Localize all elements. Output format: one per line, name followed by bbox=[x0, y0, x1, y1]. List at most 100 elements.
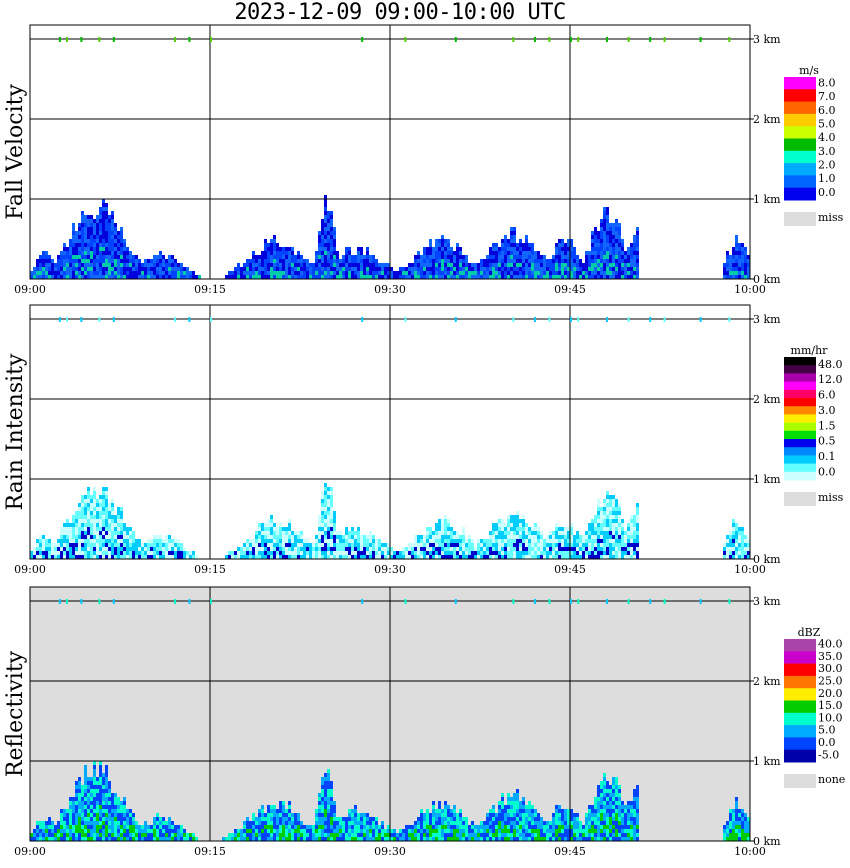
echo-cell bbox=[63, 535, 66, 539]
echo-cell bbox=[480, 267, 483, 271]
echo-cell bbox=[339, 535, 342, 539]
echo-cell bbox=[366, 833, 369, 837]
legend-label: 48.0 bbox=[818, 358, 843, 371]
echo-cell bbox=[87, 825, 90, 829]
echo-cell bbox=[108, 833, 111, 837]
echo-cell bbox=[591, 271, 594, 275]
echo-cell bbox=[537, 531, 540, 535]
echo-cell bbox=[555, 247, 558, 251]
echo-cell bbox=[75, 785, 78, 789]
echo-cell bbox=[96, 215, 99, 219]
echo-cell bbox=[138, 267, 141, 271]
echo-cell bbox=[738, 531, 741, 535]
echo-cell bbox=[180, 825, 183, 829]
echo-cell bbox=[39, 829, 42, 833]
echo-cell bbox=[348, 247, 351, 251]
echo-cell bbox=[498, 837, 501, 841]
echo-cell bbox=[333, 555, 336, 559]
top-marker bbox=[512, 37, 515, 42]
echo-cell bbox=[558, 259, 561, 263]
echo-cell bbox=[162, 551, 165, 555]
echo-cell bbox=[147, 259, 150, 263]
echo-cell bbox=[591, 235, 594, 239]
echo-cell bbox=[327, 781, 330, 785]
echo-cell bbox=[75, 801, 78, 805]
echo-cell bbox=[189, 833, 192, 837]
echo-cell bbox=[636, 267, 639, 271]
echo-cell bbox=[330, 215, 333, 219]
echo-cell bbox=[618, 539, 621, 543]
echo-cell bbox=[270, 247, 273, 251]
echo-cell bbox=[93, 833, 96, 837]
echo-cell bbox=[537, 275, 540, 279]
echo-cell bbox=[324, 785, 327, 789]
echo-cell bbox=[624, 271, 627, 275]
echo-cell bbox=[69, 275, 72, 279]
echo-cell bbox=[348, 829, 351, 833]
echo-cell bbox=[150, 275, 153, 279]
echo-cell bbox=[126, 531, 129, 535]
echo-cell bbox=[324, 243, 327, 247]
echo-cell bbox=[108, 235, 111, 239]
echo-cell bbox=[228, 833, 231, 837]
echo-cell bbox=[234, 275, 237, 279]
echo-cell bbox=[258, 275, 261, 279]
echo-field bbox=[30, 483, 750, 559]
echo-cell bbox=[63, 551, 66, 555]
echo-cell bbox=[573, 829, 576, 833]
echo-cell bbox=[324, 271, 327, 275]
echo-cell bbox=[45, 267, 48, 271]
echo-cell bbox=[66, 539, 69, 543]
echo-cell bbox=[345, 275, 348, 279]
echo-cell bbox=[534, 813, 537, 817]
echo-cell bbox=[444, 275, 447, 279]
echo-cell bbox=[618, 531, 621, 535]
echo-cell bbox=[99, 247, 102, 251]
echo-cell bbox=[318, 259, 321, 263]
echo-cell bbox=[618, 527, 621, 531]
echo-cell bbox=[723, 271, 726, 275]
echo-cell bbox=[552, 535, 555, 539]
echo-cell bbox=[489, 547, 492, 551]
echo-cell bbox=[330, 243, 333, 247]
echo-cell bbox=[330, 507, 333, 511]
echo-cell bbox=[87, 219, 90, 223]
echo-cell bbox=[366, 251, 369, 255]
echo-cell bbox=[588, 263, 591, 267]
echo-cell bbox=[504, 255, 507, 259]
echo-cell bbox=[603, 531, 606, 535]
echo-cell bbox=[738, 821, 741, 825]
echo-cell bbox=[609, 267, 612, 271]
echo-cell bbox=[414, 275, 417, 279]
echo-cell bbox=[249, 259, 252, 263]
echo-cell bbox=[633, 805, 636, 809]
echo-cell bbox=[444, 837, 447, 841]
echo-cell bbox=[267, 275, 270, 279]
echo-cell bbox=[468, 833, 471, 837]
echo-cell bbox=[450, 817, 453, 821]
echo-cell bbox=[111, 219, 114, 223]
echo-cell bbox=[447, 535, 450, 539]
echo-cell bbox=[105, 263, 108, 267]
echo-cell bbox=[423, 825, 426, 829]
echo-cell bbox=[483, 837, 486, 841]
echo-cell bbox=[102, 829, 105, 833]
echo-cell bbox=[390, 837, 393, 841]
echo-cell bbox=[438, 275, 441, 279]
echo-cell bbox=[573, 825, 576, 829]
echo-cell bbox=[609, 511, 612, 515]
echo-cell bbox=[366, 555, 369, 559]
echo-cell bbox=[117, 797, 120, 801]
echo-cell bbox=[738, 263, 741, 267]
echo-cell bbox=[561, 247, 564, 251]
echo-cell bbox=[456, 837, 459, 841]
echo-cell bbox=[573, 813, 576, 817]
echo-cell bbox=[588, 535, 591, 539]
echo-cell bbox=[99, 231, 102, 235]
echo-cell bbox=[78, 805, 81, 809]
echo-cell bbox=[624, 829, 627, 833]
echo-cell bbox=[507, 535, 510, 539]
echo-cell bbox=[54, 547, 57, 551]
echo-cell bbox=[507, 519, 510, 523]
echo-cell bbox=[297, 263, 300, 267]
